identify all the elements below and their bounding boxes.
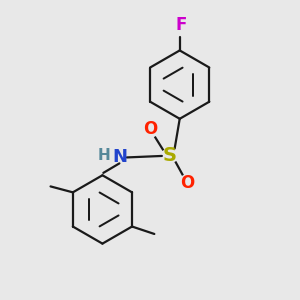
- Text: N: N: [113, 148, 128, 166]
- Text: F: F: [176, 16, 187, 34]
- Text: O: O: [181, 174, 195, 192]
- Text: S: S: [162, 146, 176, 165]
- Text: H: H: [98, 148, 110, 164]
- Text: O: O: [143, 120, 157, 138]
